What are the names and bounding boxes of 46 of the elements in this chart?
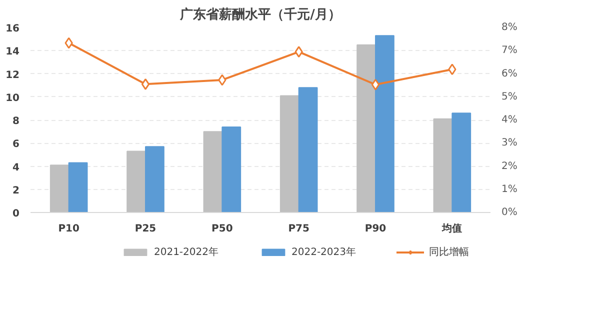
bar bbox=[433, 118, 453, 212]
y-tick-label: 2 bbox=[12, 185, 20, 196]
y2-tick-label: 0% bbox=[502, 207, 518, 218]
y-tick-label: 8 bbox=[12, 116, 20, 127]
bar bbox=[356, 44, 376, 212]
point bbox=[294, 46, 303, 58]
legend-label: 2022-2023年 bbox=[292, 246, 356, 259]
point bbox=[141, 78, 150, 90]
y2-tick-label: 6% bbox=[502, 68, 518, 80]
x-tick-label: 均值 bbox=[441, 222, 462, 234]
y-tick-label: 16 bbox=[6, 24, 20, 34]
x-tick-label: P75 bbox=[288, 224, 310, 234]
bar bbox=[452, 112, 472, 212]
y-tick-label: 10 bbox=[6, 92, 20, 104]
bar bbox=[222, 126, 242, 212]
y2-tick-label: 4% bbox=[502, 114, 518, 126]
y-tick-label: 6 bbox=[12, 139, 20, 150]
point bbox=[218, 74, 226, 86]
y-tick-label: 12 bbox=[6, 70, 20, 81]
bar bbox=[298, 87, 318, 212]
x-tick-label: P50 bbox=[212, 224, 233, 234]
y2-tick-label: 3% bbox=[502, 138, 518, 149]
bar bbox=[280, 95, 300, 212]
point bbox=[371, 78, 380, 90]
legend-label: 同比增幅 bbox=[429, 246, 470, 259]
y-tick-label: 14 bbox=[6, 46, 20, 58]
y2-tick-label: 7% bbox=[502, 45, 518, 56]
point bbox=[448, 64, 456, 76]
y-tick-label: 0 bbox=[12, 208, 20, 220]
y2-tick-label: 2% bbox=[502, 160, 518, 172]
y-tick-label: 4 bbox=[12, 162, 20, 174]
x-tick-label: P10 bbox=[58, 224, 80, 234]
x-tick-label: P90 bbox=[364, 224, 386, 234]
chart-title: 广东省薪酬水平（千元/月） bbox=[179, 6, 341, 22]
x-tick-label: P25 bbox=[134, 224, 156, 234]
bar bbox=[203, 131, 223, 212]
point bbox=[64, 37, 73, 49]
bar bbox=[50, 164, 70, 212]
y2-tick-label: 5% bbox=[502, 91, 518, 102]
bar bbox=[375, 35, 394, 212]
legend-label: 2021-2022年 bbox=[154, 246, 218, 259]
y2-tick-label: 1% bbox=[502, 184, 518, 195]
bar bbox=[145, 146, 164, 212]
y2-tick-label: 8% bbox=[502, 22, 518, 33]
bar bbox=[126, 150, 146, 212]
bar bbox=[68, 162, 88, 212]
